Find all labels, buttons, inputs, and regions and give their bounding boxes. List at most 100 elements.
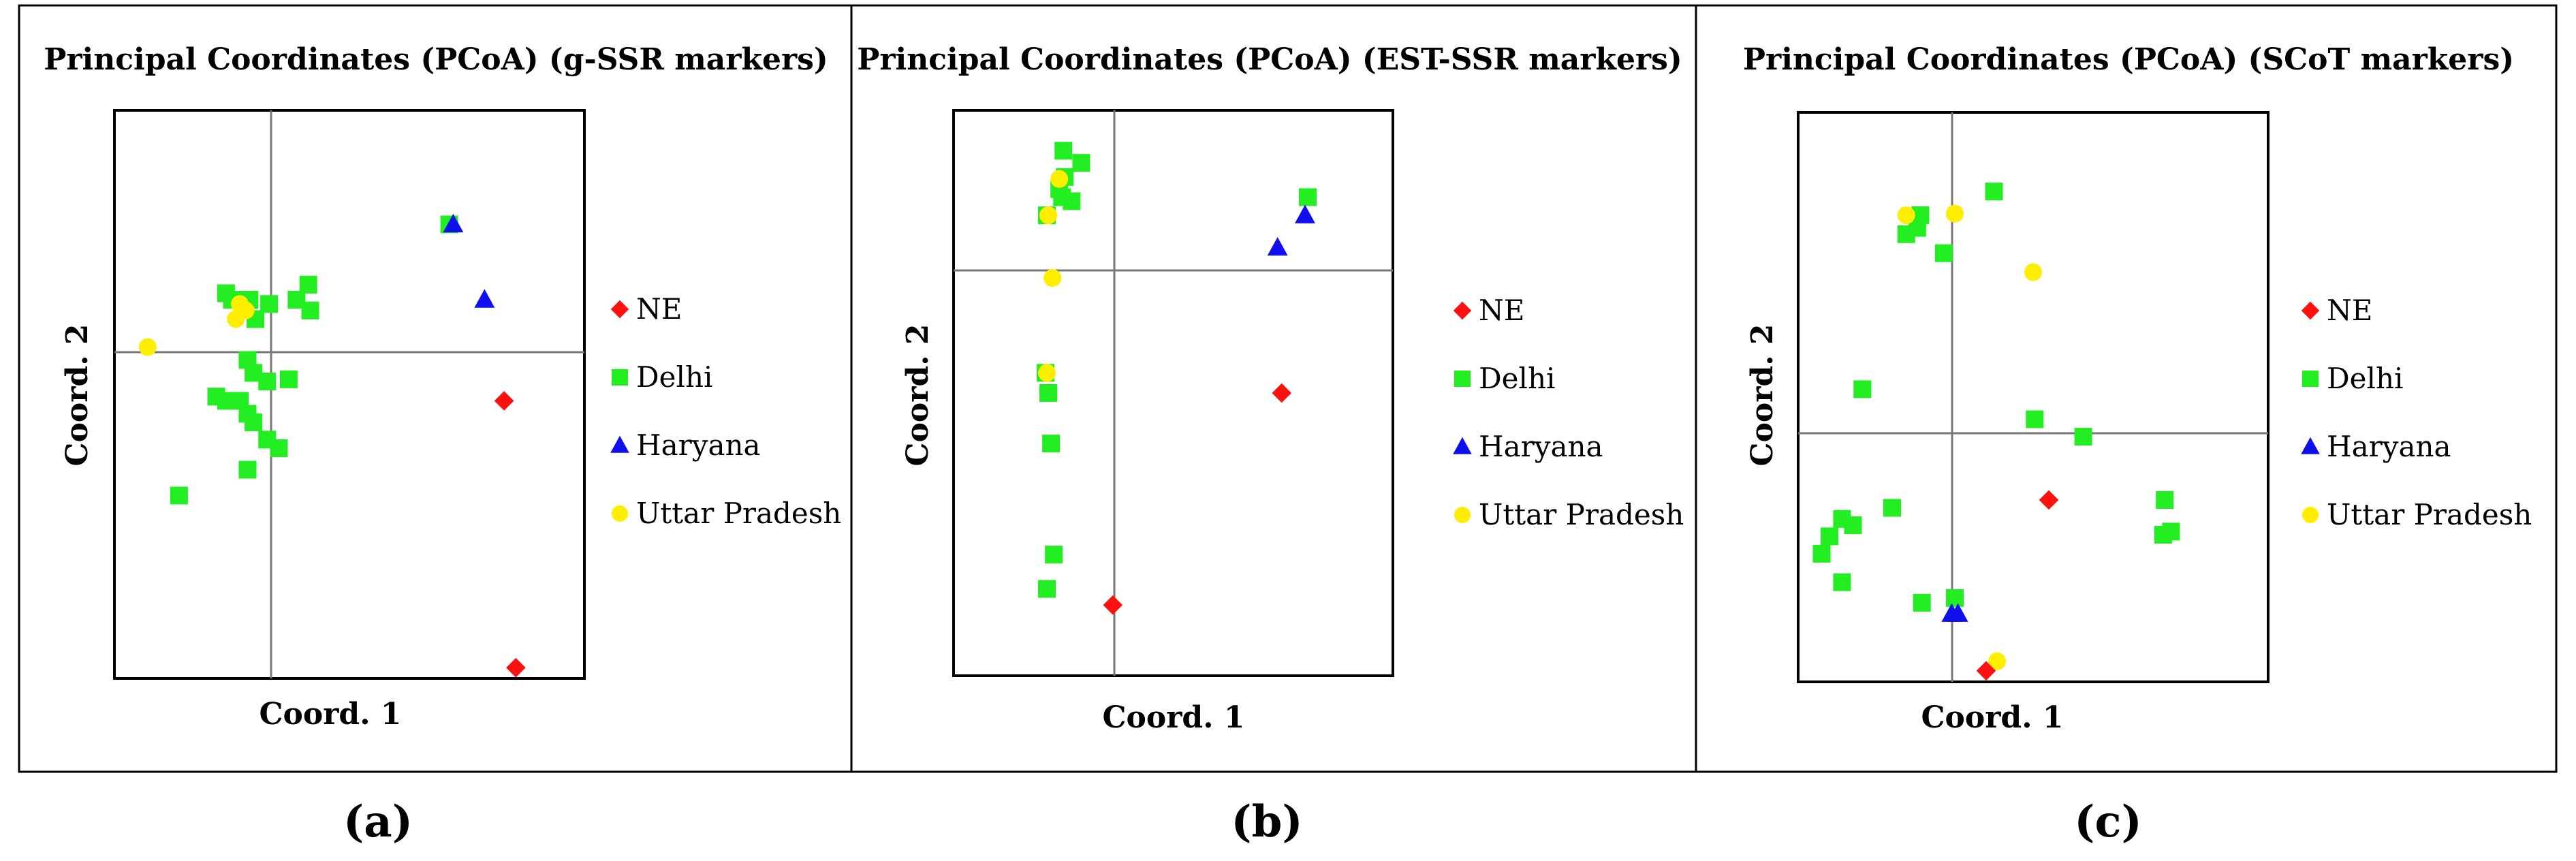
panel-b-points — [1037, 142, 1317, 615]
legend-label-delhi: Delhi — [636, 360, 712, 394]
point-delhi-1 — [1985, 183, 2003, 201]
point-delhi-19 — [1946, 589, 1964, 607]
panel-b-plot-frame — [952, 109, 1394, 677]
legend-marker-ne — [2301, 301, 2320, 320]
point-ne-2 — [1976, 661, 1996, 681]
point-ne-1 — [494, 391, 514, 411]
point-uttar-pradesh-2 — [1039, 206, 1058, 225]
legend-label-haryana: Haryana — [636, 428, 761, 462]
point-delhi-9 — [2156, 490, 2174, 509]
point-uttar-pradesh-4 — [1038, 364, 1056, 382]
legend-marker-delhi — [612, 369, 628, 386]
panel-a: Principal Coordinates (PCoA) (g-SSR mark… — [44, 42, 841, 847]
point-delhi-6 — [1053, 188, 1071, 206]
point-delhi-8 — [301, 301, 319, 319]
point-delhi-16 — [1812, 544, 1831, 563]
panel-c-plot-frame — [1797, 111, 2269, 683]
point-delhi-2 — [1072, 154, 1090, 172]
point-delhi-18 — [1913, 593, 1931, 612]
point-delhi-8 — [1299, 188, 1317, 206]
point-delhi-9 — [217, 284, 235, 302]
legend-marker-ne — [1453, 301, 1472, 320]
panel-b-legend: NE Delhi Haryana Uttar Pradesh — [1453, 294, 1684, 531]
point-uttar-pradesh-1 — [1050, 170, 1069, 188]
point-uttar-pradesh-3 — [1043, 269, 1062, 287]
panel-c-y-label: Coord. 2 — [1745, 324, 1780, 467]
point-delhi-14 — [1844, 516, 1862, 535]
panel-a-points — [138, 213, 526, 678]
point-uttar-pradesh-3 — [227, 310, 245, 328]
point-delhi-13 — [1038, 580, 1056, 598]
legend-marker-haryana — [610, 435, 629, 453]
panel-a-legend: NE Delhi Haryana Uttar Pradesh — [610, 292, 841, 530]
point-uttar-pradesh-3 — [2024, 263, 2042, 281]
point-delhi-10 — [1039, 384, 1058, 402]
legend-marker-delhi — [2302, 371, 2319, 387]
panel-a-y-label: Coord. 2 — [60, 324, 95, 467]
legend-label-delhi: Delhi — [1479, 362, 1555, 395]
legend-label-delhi: Delhi — [2327, 362, 2403, 395]
panel-a-caption: (a) — [343, 796, 413, 847]
point-delhi-17 — [1833, 573, 1851, 591]
legend-marker-uttar-pradesh — [1454, 507, 1471, 523]
point-delhi-15 — [1821, 527, 1838, 546]
point-ne-1 — [1272, 383, 1292, 403]
panel-c-border — [1695, 4, 2558, 773]
panel-a-border — [18, 4, 853, 773]
panel-b: Principal Coordinates (PCoA) (EST-SSR ma… — [857, 42, 1684, 847]
panel-c-x-label: Coord. 1 — [1921, 700, 2064, 735]
point-haryana-1 — [443, 213, 464, 233]
panel-c: Principal Coordinates (PCoA) (SCoT marke… — [1743, 42, 2532, 847]
legend-label-ne: NE — [2327, 294, 2372, 327]
point-delhi-13 — [279, 370, 298, 388]
point-haryana-2 — [1267, 236, 1288, 256]
panel-b-y-label: Coord. 2 — [900, 324, 935, 467]
point-uttar-pradesh-1 — [1897, 206, 1915, 224]
point-haryana-2 — [1947, 603, 1968, 622]
point-delhi-18 — [245, 413, 263, 432]
point-delhi-5 — [1934, 244, 1953, 262]
panel-c-points — [1812, 183, 2180, 681]
legend-label-haryana: Haryana — [2327, 430, 2451, 463]
legend-marker-uttar-pradesh — [2302, 507, 2319, 523]
point-delhi-7 — [260, 295, 279, 313]
legend-label-ne: NE — [636, 292, 682, 326]
panel-a-title: Principal Coordinates (PCoA) (g-SSR mark… — [44, 42, 828, 77]
point-delhi-2 — [299, 275, 317, 294]
point-ne-1 — [2039, 490, 2059, 510]
point-delhi-1 — [1054, 142, 1073, 160]
point-ne-2 — [506, 657, 526, 678]
point-uttar-pradesh-4 — [138, 338, 157, 356]
panel-b-x-label: Coord. 1 — [1103, 700, 1245, 735]
legend-label-uttar-pradesh: Uttar Pradesh — [636, 497, 841, 530]
legend-marker-haryana — [1453, 437, 1472, 454]
panel-a-plot-frame — [113, 109, 586, 680]
legend-label-haryana: Haryana — [1479, 430, 1603, 463]
point-uttar-pradesh-4 — [1988, 652, 2007, 670]
panel-a-x-label: Coord. 1 — [260, 697, 402, 732]
point-haryana-1 — [1295, 204, 1315, 223]
point-delhi-8 — [2074, 428, 2092, 446]
point-delhi-21 — [238, 460, 257, 479]
legend-label-uttar-pradesh: Uttar Pradesh — [1479, 498, 1684, 531]
point-ne-2 — [1103, 595, 1123, 615]
legend-marker-delhi — [1454, 371, 1471, 387]
legend-marker-ne — [610, 300, 629, 319]
point-delhi-12 — [1045, 546, 1063, 564]
panel-b-border — [850, 4, 1697, 773]
point-delhi-12 — [258, 373, 277, 391]
panel-c-title: Principal Coordinates (PCoA) (SCoT marke… — [1743, 42, 2514, 77]
legend-label-ne: NE — [1479, 294, 1524, 327]
point-uttar-pradesh-2 — [1946, 204, 1964, 223]
panel-c-legend: NE Delhi Haryana Uttar Pradesh — [2301, 294, 2532, 531]
point-delhi-20 — [270, 439, 288, 457]
point-delhi-6 — [1853, 380, 1872, 398]
point-delhi-11 — [1042, 435, 1061, 453]
panel-b-title: Principal Coordinates (PCoA) (EST-SSR ma… — [857, 42, 1682, 77]
point-delhi-7 — [2026, 410, 2044, 428]
panel-c-caption: (c) — [2074, 796, 2142, 847]
point-delhi-12 — [1883, 499, 1901, 517]
legend-marker-haryana — [2301, 437, 2320, 454]
point-delhi-22 — [170, 486, 188, 505]
